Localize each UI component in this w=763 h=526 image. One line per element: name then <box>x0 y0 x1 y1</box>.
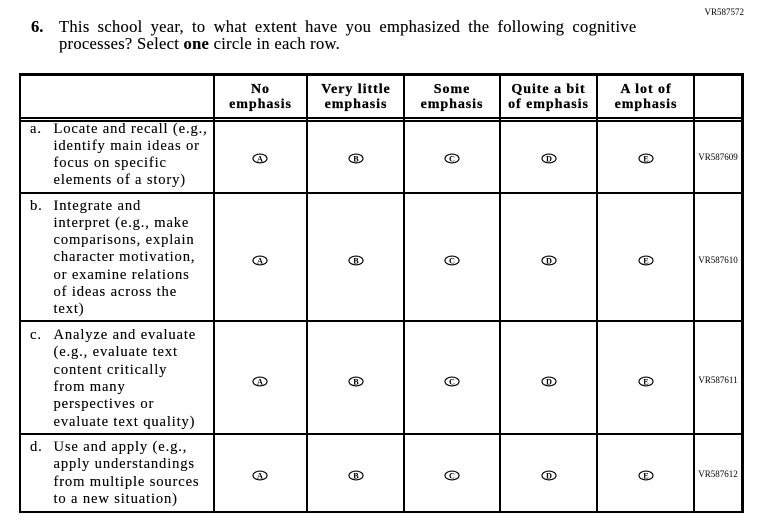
svg-text:D: D <box>546 377 552 386</box>
svg-text:A: A <box>257 471 263 480</box>
svg-text:C: C <box>449 377 455 386</box>
svg-text:A: A <box>257 154 263 163</box>
svg-text:A: A <box>257 256 263 265</box>
svg-text:B: B <box>353 471 359 480</box>
svg-text:C: C <box>449 256 455 265</box>
svg-text:B: B <box>353 256 359 265</box>
svg-text:E: E <box>643 471 649 480</box>
svg-text:E: E <box>643 154 649 163</box>
svg-text:D: D <box>546 154 552 163</box>
svg-text:B: B <box>353 377 359 386</box>
svg-text:C: C <box>449 154 455 163</box>
svg-text:D: D <box>546 256 552 265</box>
svg-text:B: B <box>353 154 359 163</box>
svg-text:D: D <box>546 471 552 480</box>
svg-text:C: C <box>449 471 455 480</box>
svg-text:E: E <box>643 256 649 265</box>
svg-text:E: E <box>643 377 649 386</box>
svg-text:A: A <box>257 377 263 386</box>
